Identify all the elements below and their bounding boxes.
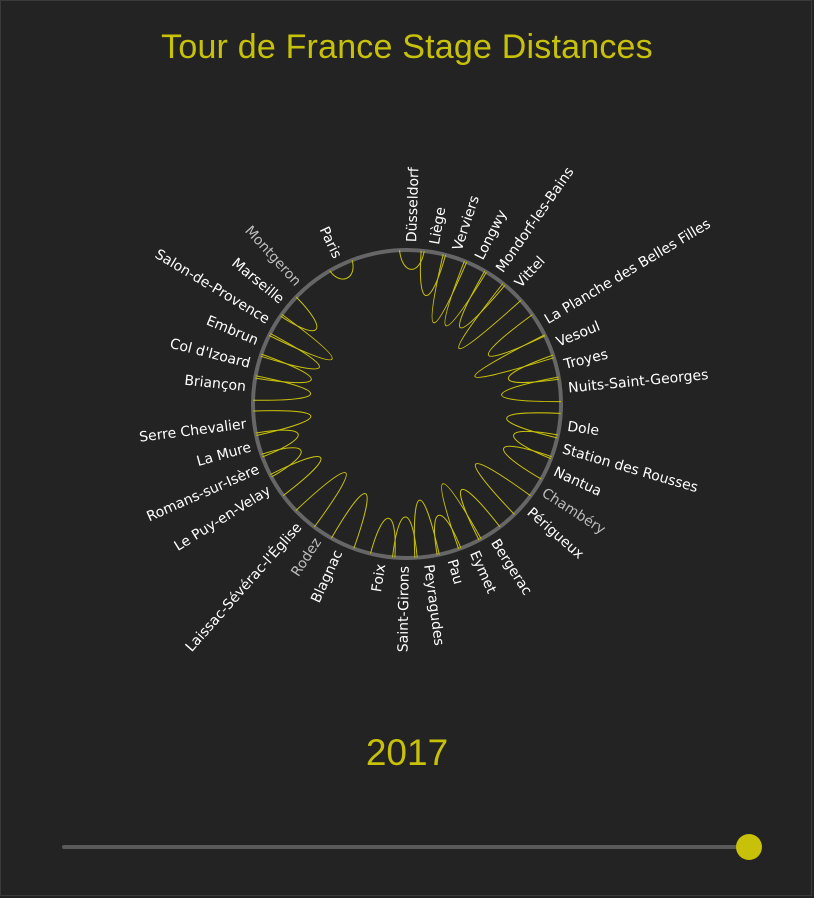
stage-loop xyxy=(506,412,561,439)
stage-loop xyxy=(507,354,560,383)
stage-loop xyxy=(413,499,440,558)
stage-loop xyxy=(441,483,482,550)
stage-city-label: Paris xyxy=(316,224,345,261)
ring-track xyxy=(251,248,563,560)
stage-loop xyxy=(370,517,396,558)
stage-loop xyxy=(261,447,302,478)
stage-city-label: La Mure xyxy=(195,440,253,470)
stage-loop xyxy=(268,313,333,361)
stage-loop xyxy=(255,353,312,384)
stage-city-label: Dole xyxy=(566,419,600,439)
stage-city-label: Saint-Girons xyxy=(395,566,412,652)
stage-loop xyxy=(330,493,368,549)
stage-city-label: Pau xyxy=(444,558,466,587)
stage-loop xyxy=(501,376,562,403)
stage-city-label: Foix xyxy=(369,563,389,593)
stage-city-label: Vesoul xyxy=(554,318,602,350)
stage-city-label: Liège xyxy=(427,206,449,246)
year-label: 2017 xyxy=(365,732,449,773)
stage-loop xyxy=(503,445,552,480)
stage-loop xyxy=(399,250,425,270)
stage-loop xyxy=(329,259,354,280)
stage-loop xyxy=(255,429,299,458)
stage-loop xyxy=(459,488,501,541)
stage-loop xyxy=(419,250,447,297)
stage-city-label: Serre Chevalier xyxy=(138,416,247,445)
year-slider-track[interactable] xyxy=(62,845,748,849)
stage-city-label: Briançon xyxy=(184,373,247,395)
stage-city-label: La Planche des Belles Filles xyxy=(542,216,714,328)
year-slider-thumb[interactable] xyxy=(736,834,762,860)
stage-loop xyxy=(431,254,468,324)
stage-loop xyxy=(253,410,312,436)
stage-loop xyxy=(392,516,418,558)
stage-loop xyxy=(458,283,522,350)
stage-city-label: Romans-sur-Isère xyxy=(144,462,261,525)
stage-loop xyxy=(474,463,531,515)
stage-loop xyxy=(260,332,320,370)
stage-city-label: Düsseldorf xyxy=(404,166,422,242)
stage-city-label: Peyragudes xyxy=(420,564,447,647)
stage-loop xyxy=(295,472,347,528)
stage-loop xyxy=(474,334,555,378)
stage-loop xyxy=(434,514,462,556)
chart-title: Tour de France Stage Distances xyxy=(161,28,653,66)
stage-loop xyxy=(458,270,506,329)
stage-city-label: Nuits-Saint-Georges xyxy=(568,367,710,396)
stage-loop xyxy=(252,375,311,401)
stage-loop xyxy=(280,296,318,332)
stage-city-label: Troyes xyxy=(561,347,609,374)
